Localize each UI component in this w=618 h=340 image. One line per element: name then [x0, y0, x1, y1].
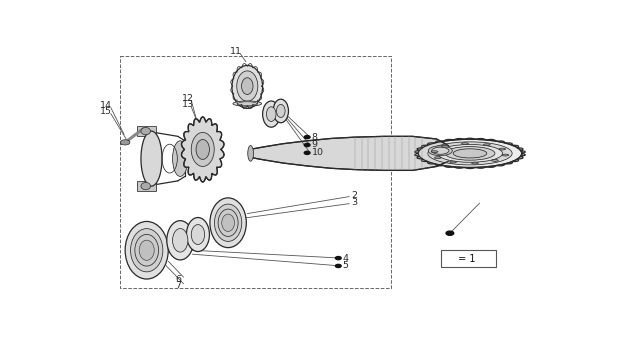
Text: 14: 14 — [100, 101, 112, 110]
Circle shape — [336, 265, 341, 268]
Ellipse shape — [237, 71, 258, 101]
Text: 12: 12 — [182, 94, 193, 103]
Text: 4: 4 — [342, 254, 349, 262]
Text: 6: 6 — [175, 274, 181, 284]
Ellipse shape — [453, 149, 487, 158]
Ellipse shape — [483, 144, 490, 146]
Ellipse shape — [121, 140, 130, 145]
Ellipse shape — [263, 101, 280, 127]
Polygon shape — [250, 136, 449, 170]
Ellipse shape — [428, 146, 452, 156]
Ellipse shape — [130, 228, 163, 272]
Ellipse shape — [273, 99, 289, 123]
Ellipse shape — [210, 198, 247, 248]
Ellipse shape — [232, 65, 263, 108]
Ellipse shape — [462, 143, 468, 144]
Ellipse shape — [472, 162, 478, 164]
Text: 8: 8 — [311, 133, 318, 142]
Ellipse shape — [442, 146, 449, 147]
Polygon shape — [182, 117, 224, 182]
Ellipse shape — [248, 146, 253, 161]
Ellipse shape — [431, 147, 449, 154]
Text: 15: 15 — [100, 107, 112, 116]
Polygon shape — [137, 181, 156, 191]
Ellipse shape — [266, 107, 276, 121]
Circle shape — [447, 257, 453, 260]
Ellipse shape — [135, 234, 159, 266]
Text: 2: 2 — [351, 191, 357, 200]
Ellipse shape — [214, 204, 242, 241]
Text: 5: 5 — [342, 261, 349, 270]
Circle shape — [304, 151, 310, 154]
Ellipse shape — [139, 240, 154, 260]
Ellipse shape — [491, 159, 498, 161]
Bar — [441, 250, 496, 267]
Ellipse shape — [428, 142, 512, 165]
Ellipse shape — [450, 161, 457, 163]
Ellipse shape — [434, 157, 441, 158]
Text: 11: 11 — [229, 47, 242, 56]
Ellipse shape — [218, 209, 238, 236]
Text: 10: 10 — [311, 148, 323, 157]
Ellipse shape — [418, 139, 522, 168]
Ellipse shape — [233, 101, 261, 106]
Text: 13: 13 — [182, 100, 194, 109]
Circle shape — [304, 136, 310, 139]
Ellipse shape — [276, 104, 285, 118]
Ellipse shape — [238, 102, 257, 105]
Text: 9: 9 — [311, 140, 318, 150]
Circle shape — [336, 256, 341, 260]
Ellipse shape — [222, 214, 234, 232]
Ellipse shape — [191, 133, 214, 167]
Ellipse shape — [125, 221, 168, 279]
Ellipse shape — [196, 139, 210, 159]
Ellipse shape — [172, 228, 188, 252]
Text: = 1: = 1 — [455, 254, 475, 264]
Ellipse shape — [167, 221, 193, 260]
Ellipse shape — [242, 78, 253, 95]
Text: 3: 3 — [351, 198, 357, 207]
Ellipse shape — [445, 147, 495, 160]
Ellipse shape — [438, 144, 502, 162]
Ellipse shape — [191, 225, 205, 244]
Ellipse shape — [499, 148, 506, 150]
Polygon shape — [137, 126, 156, 136]
Ellipse shape — [141, 131, 162, 186]
Ellipse shape — [172, 141, 188, 176]
Circle shape — [446, 231, 454, 235]
Text: 7: 7 — [175, 281, 181, 290]
Ellipse shape — [141, 128, 151, 135]
Ellipse shape — [502, 154, 509, 156]
Circle shape — [304, 143, 310, 147]
Ellipse shape — [141, 183, 151, 190]
Ellipse shape — [431, 151, 438, 153]
Ellipse shape — [187, 218, 210, 252]
